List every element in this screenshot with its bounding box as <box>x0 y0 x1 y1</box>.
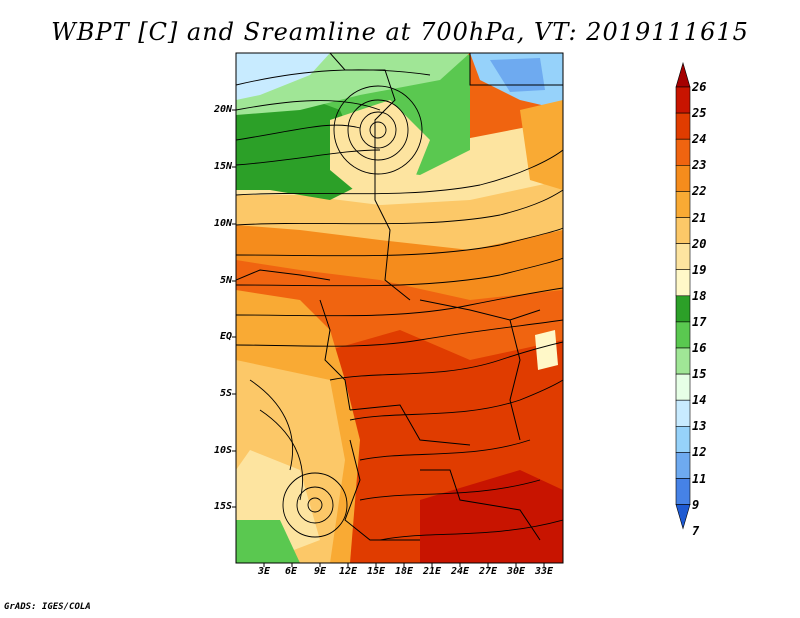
colorbar-swatch <box>675 425 691 453</box>
colorbar-swatch <box>675 243 691 271</box>
lon-label-24e: 24E <box>450 566 470 577</box>
colorbar-swatch <box>675 478 691 505</box>
colorbar-label: 23 <box>692 158 707 173</box>
lon-label-33e: 33E <box>534 566 554 577</box>
colorbar-swatch <box>675 295 691 323</box>
colorbar-label: 14 <box>692 393 707 408</box>
colorbar-label: 22 <box>692 184 707 199</box>
lat-label-5n: 5N <box>219 275 232 286</box>
colorbar-swatch <box>675 165 691 192</box>
colorbar-swatch <box>675 399 691 427</box>
wbpt-field <box>236 53 563 563</box>
lon-label-3e: 3E <box>257 566 271 577</box>
colorbar-swatch <box>675 373 691 401</box>
lon-label-30e: 30E <box>506 566 526 577</box>
colorbar-swatch <box>675 452 691 479</box>
streamlines <box>236 69 563 541</box>
colorbar-label: 26 <box>692 80 707 94</box>
colorbar-label: 25 <box>692 106 707 121</box>
colorbar <box>675 61 691 530</box>
colorbar-label: 9 <box>692 497 700 512</box>
colorbar-label: 12 <box>692 445 707 460</box>
colorbar-label: 17 <box>692 314 707 329</box>
chart-title: WBPT [C] and Sreamline at 700hPa, VT: 20… <box>51 18 749 46</box>
colorbar-swatch <box>675 86 691 114</box>
colorbar-label: 15 <box>692 367 707 382</box>
colorbar-swatch <box>675 112 691 140</box>
lat-label-5s: 5S <box>219 388 232 399</box>
lat-label-10n: 10N <box>213 218 232 229</box>
colorbar-label: 16 <box>692 341 707 355</box>
lon-label-12e: 12E <box>338 566 358 577</box>
map-frame <box>235 52 564 564</box>
colorbar-label: 11 <box>692 471 707 486</box>
lon-label-9e: 9E <box>313 566 327 577</box>
lon-label-21e: 21E <box>422 566 442 577</box>
colorbar-label: 7 <box>692 523 700 538</box>
colorbar-swatch <box>675 347 691 375</box>
lat-label-15s: 15S <box>213 501 232 512</box>
colorbar-label: 21 <box>692 210 707 225</box>
colorbar-label: 24 <box>692 132 707 147</box>
lon-label-27e: 27E <box>478 566 498 577</box>
colorbar-swatch <box>675 321 691 349</box>
grads-credit: GrADS: IGES/COLA <box>4 602 91 612</box>
lat-label-eq: EQ <box>219 331 232 342</box>
colorbar-swatch <box>675 191 691 218</box>
colorbar-label: 19 <box>692 262 707 277</box>
colorbar-swatch <box>675 217 691 244</box>
lon-label-18e: 18E <box>394 566 414 577</box>
colorbar-label: 20 <box>692 236 707 251</box>
axis-ticks <box>232 109 545 567</box>
lat-label-20n: 20N <box>213 104 232 115</box>
colorbar-label: 13 <box>692 419 707 434</box>
colorbar-bottom-arrow <box>675 504 691 530</box>
colorbar-swatch <box>675 138 691 166</box>
colorbar-label: 18 <box>692 288 707 303</box>
lon-label-6e: 6E <box>284 566 298 577</box>
colorbar-swatch <box>675 269 691 297</box>
country-borders <box>236 53 563 541</box>
lon-label-15e: 15E <box>366 566 386 577</box>
lat-label-10s: 10S <box>213 445 232 456</box>
lat-label-15n: 15N <box>213 161 232 172</box>
colorbar-top-arrow <box>675 61 691 88</box>
